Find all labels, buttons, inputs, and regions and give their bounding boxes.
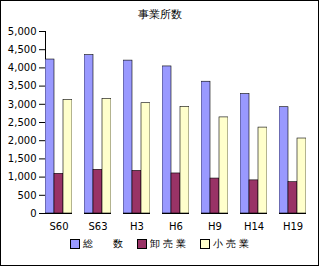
svg-text:1,500: 1,500 bbox=[8, 153, 37, 164]
svg-text:3,500: 3,500 bbox=[8, 80, 37, 91]
svg-text:5,000: 5,000 bbox=[8, 26, 37, 37]
svg-text:H9: H9 bbox=[208, 221, 222, 232]
svg-text:4,000: 4,000 bbox=[8, 62, 37, 73]
html-text:小 売 業: 小 売 業 bbox=[213, 238, 250, 249]
svg-text:H6: H6 bbox=[169, 221, 183, 232]
svg-text:1,000: 1,000 bbox=[8, 171, 37, 182]
svg-text:S63: S63 bbox=[88, 221, 107, 232]
svg-text:500: 500 bbox=[17, 190, 36, 201]
svg-text:0: 0 bbox=[30, 208, 36, 219]
svg-text:H3: H3 bbox=[130, 221, 144, 232]
svg-text:S60: S60 bbox=[49, 221, 68, 232]
html-text:卸 売 業: 卸 売 業 bbox=[149, 238, 186, 249]
html-text:総 数: 総 数 bbox=[82, 238, 123, 249]
html-text:事業所数: 事業所数 bbox=[137, 8, 182, 21]
svg-text:4,500: 4,500 bbox=[8, 44, 37, 55]
svg-text:3,000: 3,000 bbox=[8, 99, 37, 110]
svg-text:H14: H14 bbox=[244, 221, 264, 232]
svg-text:2,500: 2,500 bbox=[8, 117, 37, 128]
svg-text:H19: H19 bbox=[283, 221, 303, 232]
svg-text:2,000: 2,000 bbox=[8, 135, 37, 146]
